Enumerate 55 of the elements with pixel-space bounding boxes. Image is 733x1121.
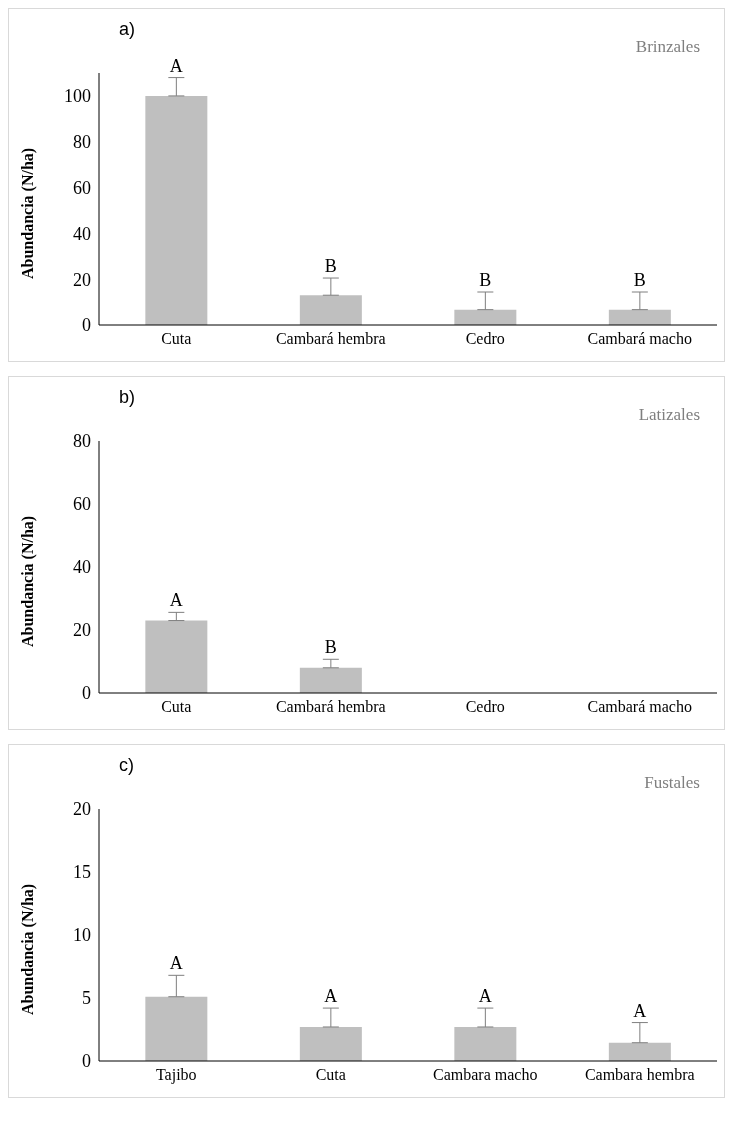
- y-tick-label: 0: [82, 683, 91, 704]
- bar: [454, 1026, 517, 1061]
- y-tick-label: 0: [82, 315, 91, 336]
- chart-title: b): [119, 387, 136, 408]
- chart-subtitle: Fustales: [644, 773, 700, 793]
- annotation: B: [633, 270, 646, 291]
- x-tick-label: Tajibo: [155, 1066, 197, 1085]
- x-tick-label: Cambará macho: [587, 698, 692, 716]
- x-tick-label: Cambará macho: [587, 330, 692, 348]
- bar: [299, 295, 362, 325]
- annotation: A: [478, 986, 492, 1007]
- annotation: A: [169, 590, 183, 611]
- annotation: B: [324, 256, 337, 277]
- x-tick-label: Cambará hembra: [275, 698, 386, 716]
- chart-subtitle: Brinzales: [635, 37, 700, 57]
- x-tick-label: Cambara hembra: [584, 1066, 695, 1084]
- x-tick-label: Cuta: [315, 1066, 346, 1084]
- y-axis-title: Abundancia (N/ha): [18, 147, 37, 279]
- x-tick-label: Cedro: [465, 698, 505, 716]
- y-tick-label: 0: [82, 1051, 91, 1072]
- bar: [608, 309, 671, 325]
- annotation: B: [479, 270, 492, 291]
- y-tick-label: 15: [73, 862, 91, 883]
- chart-subtitle: Latizales: [638, 405, 700, 425]
- bar: [299, 1026, 362, 1061]
- bar: [145, 996, 208, 1061]
- annotation: A: [633, 1000, 647, 1021]
- annotation: A: [324, 986, 338, 1007]
- y-tick-label: 60: [73, 177, 91, 198]
- chart-title: c): [119, 755, 134, 776]
- y-tick-label: 10: [73, 925, 91, 946]
- annotation: A: [169, 55, 183, 76]
- y-tick-label: 20: [73, 799, 91, 820]
- y-tick-label: 100: [64, 86, 91, 107]
- y-tick-label: 60: [73, 494, 91, 515]
- y-tick-label: 20: [73, 620, 91, 641]
- x-tick-label: Cuta: [161, 330, 192, 348]
- bar: [608, 1042, 671, 1061]
- y-axis-title: Abundancia (N/ha): [18, 515, 37, 647]
- x-tick-label: Cambará hembra: [275, 330, 386, 348]
- y-tick-label: 80: [73, 132, 91, 153]
- annotation: A: [169, 953, 183, 974]
- x-tick-label: Cedro: [465, 330, 505, 348]
- y-tick-label: 40: [73, 223, 91, 244]
- x-tick-label: Cambara macho: [433, 1066, 538, 1084]
- y-tick-label: 20: [73, 269, 91, 290]
- annotation: B: [324, 637, 337, 658]
- bar: [145, 95, 208, 325]
- y-axis-title: Abundancia (N/ha): [18, 883, 37, 1015]
- y-tick-label: 80: [73, 431, 91, 452]
- bar: [454, 309, 517, 325]
- y-tick-label: 5: [82, 988, 91, 1009]
- chart-title: a): [119, 19, 136, 40]
- x-tick-label: Cuta: [161, 698, 192, 716]
- y-tick-label: 40: [73, 557, 91, 578]
